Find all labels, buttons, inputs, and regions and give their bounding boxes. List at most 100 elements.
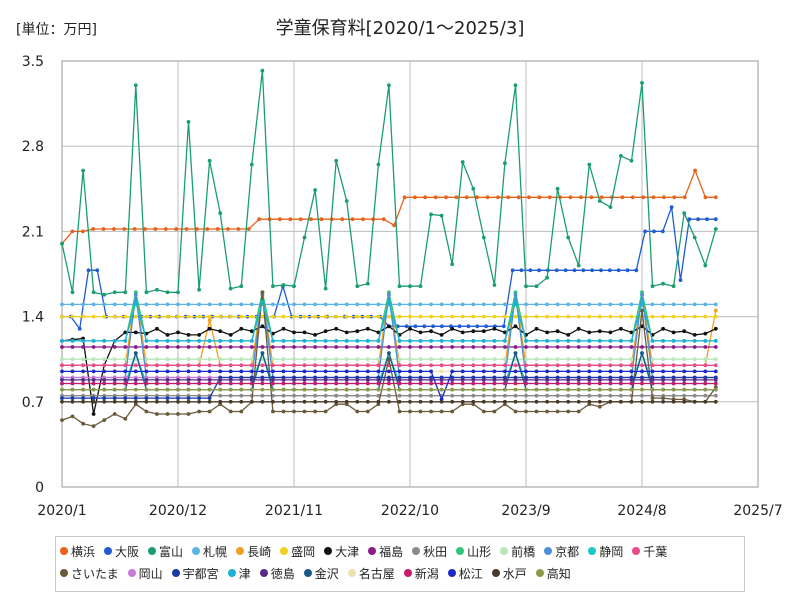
- data-point: [545, 357, 549, 362]
- data-point: [91, 381, 96, 386]
- data-point: [641, 195, 646, 200]
- data-point: [471, 314, 476, 319]
- data-point: [313, 357, 317, 362]
- data-point: [143, 227, 147, 231]
- data-point: [460, 357, 465, 362]
- data-point: [292, 302, 296, 307]
- legend-label: 大阪: [115, 544, 140, 559]
- data-point: [91, 412, 96, 416]
- data-point: [408, 369, 412, 374]
- data-point: [597, 369, 602, 374]
- data-point: [91, 302, 96, 307]
- data-point: [387, 324, 391, 329]
- data-point: [323, 399, 328, 404]
- data-point: [481, 387, 486, 392]
- data-point: [365, 369, 370, 374]
- data-point: [197, 369, 202, 374]
- legend-swatch: [456, 547, 465, 555]
- data-point: [661, 302, 665, 307]
- data-point: [249, 369, 254, 374]
- data-point: [365, 281, 370, 286]
- data-point: [692, 302, 697, 307]
- data-point: [155, 302, 159, 307]
- data-point: [481, 314, 486, 319]
- data-point: [239, 357, 244, 362]
- legend-swatch: [148, 547, 157, 555]
- data-point: [460, 363, 465, 368]
- data-point: [133, 369, 138, 374]
- data-point: [492, 363, 497, 368]
- data-point: [524, 399, 528, 404]
- data-point: [693, 168, 697, 173]
- data-point: [587, 314, 592, 319]
- data-point: [634, 268, 639, 273]
- data-point: [534, 284, 539, 289]
- data-point: [650, 396, 655, 400]
- data-point: [534, 399, 539, 404]
- data-point: [228, 357, 233, 362]
- data-point: [619, 326, 623, 331]
- data-point: [155, 378, 159, 382]
- data-point: [112, 314, 117, 319]
- data-point: [155, 387, 159, 392]
- data-point: [662, 195, 666, 200]
- series-秋田: [60, 393, 718, 398]
- data-point: [218, 363, 223, 368]
- data-point: [376, 393, 381, 398]
- data-point: [464, 195, 469, 200]
- y-tick-label: 0: [35, 480, 44, 496]
- data-point: [513, 83, 518, 88]
- data-point: [344, 302, 349, 307]
- data-point: [408, 363, 412, 368]
- legend-swatch: [632, 547, 641, 555]
- data-point: [513, 314, 518, 319]
- data-point: [292, 357, 296, 362]
- data-point: [587, 387, 592, 392]
- x-tick-label: 2020/1: [37, 503, 86, 519]
- data-point: [703, 357, 708, 362]
- series-line: [62, 206, 716, 331]
- data-point: [503, 393, 507, 398]
- data-point: [165, 396, 170, 400]
- legend-item: 松江: [447, 562, 483, 584]
- data-point: [587, 345, 592, 349]
- data-point: [60, 378, 64, 382]
- data-point: [640, 292, 644, 297]
- data-point: [439, 357, 444, 362]
- data-point: [70, 302, 75, 307]
- data-point: [481, 339, 486, 343]
- data-point: [249, 357, 254, 362]
- legend-item: 山形: [456, 540, 491, 562]
- data-point: [682, 369, 687, 374]
- data-point: [292, 314, 296, 319]
- data-point: [608, 205, 613, 210]
- data-point: [91, 399, 96, 404]
- legend-swatch: [104, 547, 113, 555]
- data-point: [144, 302, 149, 307]
- data-point: [671, 393, 676, 398]
- data-point: [81, 421, 85, 426]
- data-point: [534, 378, 539, 382]
- data-point: [444, 195, 448, 200]
- data-point: [165, 333, 170, 337]
- data-point: [439, 381, 444, 386]
- data-point: [481, 378, 486, 382]
- legend-item: 金沢: [303, 562, 339, 584]
- data-point: [545, 302, 549, 307]
- data-point: [397, 314, 402, 319]
- data-point: [281, 399, 286, 404]
- data-point: [703, 378, 708, 382]
- data-point: [155, 369, 159, 374]
- data-point: [713, 393, 718, 398]
- data-point: [218, 211, 223, 216]
- data-point: [587, 357, 592, 362]
- data-point: [418, 330, 423, 335]
- data-point: [186, 387, 191, 392]
- data-point: [218, 329, 223, 334]
- data-point: [165, 314, 170, 319]
- data-point: [133, 378, 138, 382]
- data-point: [671, 339, 676, 343]
- data-point: [429, 302, 433, 307]
- data-point: [228, 369, 233, 374]
- data-point: [176, 302, 180, 307]
